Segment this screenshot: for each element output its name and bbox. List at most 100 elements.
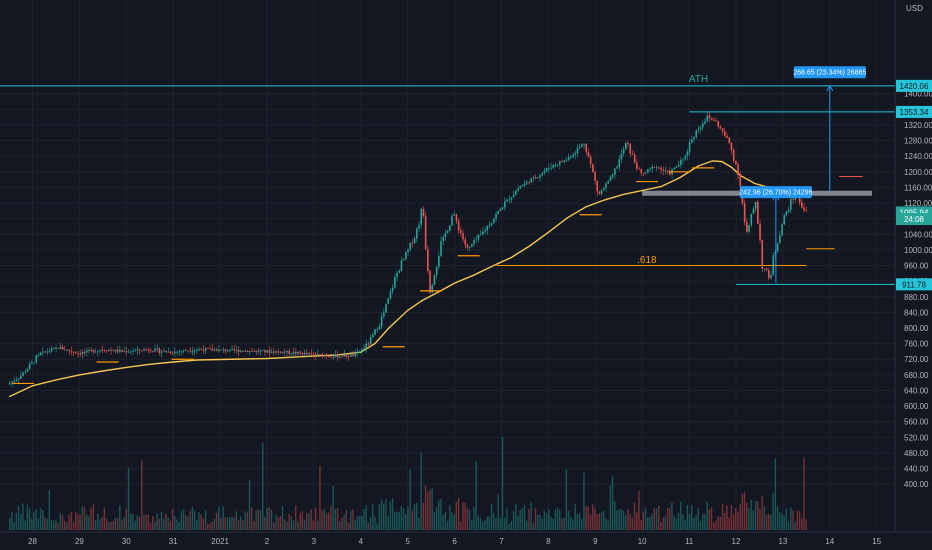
volume-bar <box>543 511 546 530</box>
time-axis: 28 29 30 31 2021 2 3 4 5 6 7 8 9 10 11 12 13 14 15 <box>28 537 882 546</box>
candle-body <box>156 348 159 350</box>
volume-bar <box>306 512 308 530</box>
candle-body <box>609 176 612 181</box>
volume-bar <box>785 508 788 530</box>
volume-bar <box>202 518 205 530</box>
candle-body <box>618 159 621 167</box>
candle-body <box>537 177 539 179</box>
candle-body <box>468 246 471 248</box>
volume-bar <box>279 515 282 530</box>
candle-body <box>530 178 533 183</box>
candle-body <box>28 363 31 370</box>
volume-bar <box>556 507 559 530</box>
volume-bar <box>277 517 279 530</box>
price-tick-label: 440.00 <box>904 465 929 474</box>
volume-bar <box>763 505 766 530</box>
volume-bar <box>244 511 246 530</box>
volume-bar <box>803 457 805 530</box>
volume-bar <box>312 520 315 530</box>
support-ticks[interactable] <box>12 167 715 385</box>
volume-bar <box>446 520 449 530</box>
candle-body <box>88 350 90 351</box>
volume-bar <box>334 508 337 530</box>
candle-body <box>341 356 343 358</box>
volume-bar <box>792 510 794 530</box>
volume-bar <box>372 504 374 530</box>
ma-line <box>8 160 798 398</box>
volume-bar <box>746 502 748 530</box>
candle-body <box>640 169 643 174</box>
measure-box[interactable] <box>739 186 812 199</box>
volume-bar <box>42 509 44 530</box>
volume-bar <box>101 516 103 530</box>
candle-body <box>317 354 319 356</box>
candle-body <box>240 350 242 353</box>
candle-body <box>416 228 418 239</box>
candle-body <box>757 201 759 225</box>
volume-bar <box>605 518 607 530</box>
volume-bar <box>292 520 295 530</box>
candle-body <box>112 350 115 352</box>
measure-box[interactable] <box>793 66 866 79</box>
candle-body <box>145 349 148 351</box>
volume-bar <box>688 514 691 530</box>
volume-bar <box>471 519 473 530</box>
volume-bar <box>429 489 431 530</box>
volume-bar <box>290 516 293 530</box>
volume-bar <box>336 508 339 530</box>
price-tick-label: 1160.00 <box>904 183 932 192</box>
volume-bar <box>185 515 187 530</box>
candle-body <box>191 351 194 353</box>
candle-body <box>101 350 104 351</box>
volume-bar <box>565 469 568 530</box>
volume-bar <box>534 507 537 530</box>
candle-body <box>717 120 720 127</box>
candle-body <box>706 115 709 122</box>
candle-body <box>737 164 739 176</box>
volume-bar <box>70 511 73 530</box>
candle-body <box>158 348 161 353</box>
volume-bar <box>578 513 581 530</box>
volume-bar <box>499 518 502 530</box>
volume-bar <box>94 520 97 530</box>
candle-body <box>182 350 185 352</box>
volume-bar <box>682 514 684 530</box>
volume-bar <box>196 520 198 530</box>
candle-body <box>152 351 154 352</box>
volume-bar <box>475 461 477 530</box>
volume-bar <box>81 506 84 530</box>
volume-bar <box>110 521 112 530</box>
candle-body <box>477 234 480 240</box>
candles <box>9 111 808 388</box>
volume-bar <box>200 514 202 530</box>
candle-body <box>251 350 253 352</box>
price-tick-label: 400.00 <box>904 480 929 489</box>
measure-tools[interactable]: 268.65 (23.34%) 26865 242.96 (26.70%) 242… <box>739 66 866 284</box>
volume-bar <box>112 521 114 530</box>
time-axis-panel[interactable] <box>0 532 932 550</box>
measure-arrow-head <box>826 84 834 92</box>
volume-bar <box>127 468 130 530</box>
candle-body <box>565 159 568 161</box>
volume-bar <box>526 520 528 530</box>
volume-bar <box>64 520 66 530</box>
candle-body <box>697 129 700 131</box>
candle-body <box>26 369 29 372</box>
candle-body <box>363 348 365 350</box>
volume-bar <box>576 514 579 530</box>
volume-bar <box>587 506 590 530</box>
candle-body <box>378 326 381 330</box>
candle-body <box>724 131 726 136</box>
volume-bar <box>790 507 792 530</box>
volume-bar <box>730 504 733 530</box>
candle-body <box>365 343 368 349</box>
volume-bar <box>581 519 583 530</box>
volume-bar <box>420 452 422 530</box>
volume-bar <box>673 515 675 530</box>
volume-bar <box>455 501 458 530</box>
candle-body <box>121 349 123 352</box>
candle-body <box>411 242 414 244</box>
candle-body <box>402 259 405 261</box>
volume-bar <box>702 513 704 530</box>
